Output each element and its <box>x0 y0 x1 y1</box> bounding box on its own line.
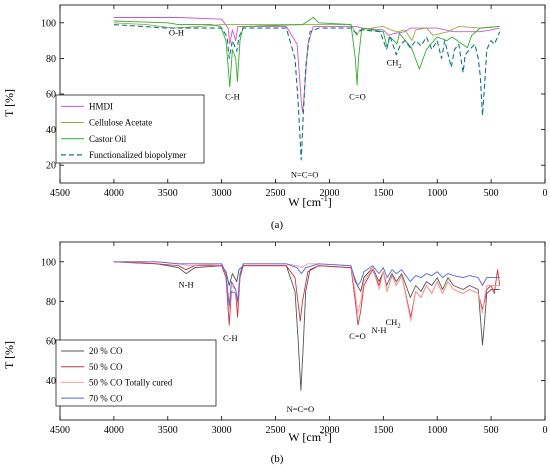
legend-label: 20 % CO <box>89 346 123 356</box>
y-axis-label: T [%] <box>2 341 16 369</box>
series-line-3 <box>113 261 500 306</box>
x-axis-label: W [cm-1] <box>288 194 331 209</box>
peak-annotation: N=C=O <box>291 170 319 180</box>
legend: 20 % CO 50 % CO 50 % CO Totally cured 70 % … <box>55 339 217 407</box>
x-tick-label: 1000 <box>427 425 447 436</box>
peak-annotation: C-H <box>223 333 238 343</box>
x-tick-label: 1500 <box>373 425 393 436</box>
legend-label: 70 % CO <box>89 393 123 403</box>
y-tick-label: 40 <box>46 376 56 387</box>
legend-label: 50 % CO Totally cured <box>89 378 173 388</box>
x-tick-label: 2000 <box>319 188 339 199</box>
x-tick-label: 3000 <box>212 188 232 199</box>
y-tick-label: 60 <box>46 336 56 347</box>
peak-annotation: N-H <box>179 279 194 289</box>
y-tick-label: 80 <box>46 297 56 308</box>
y-tick-label: 40 <box>46 125 56 136</box>
x-tick-label: 3000 <box>212 425 232 436</box>
peak-annotation: C=O <box>349 91 366 101</box>
chart-panel-a: 4500 4000 3500 3000 2500 2000 1500 1000 500 0 20 40… <box>2 4 548 231</box>
x-tick-label: 0 <box>543 425 548 436</box>
series-line-3 <box>113 24 501 161</box>
series-line-0 <box>113 261 500 391</box>
plot-frame <box>59 241 546 421</box>
x-tick-label: 3500 <box>158 425 178 436</box>
series-line-2 <box>113 261 500 322</box>
peak-annotation: O-H <box>169 27 184 37</box>
peak-annotation: C-H <box>225 91 240 101</box>
legend-label: Castor Oil <box>89 134 127 144</box>
legend-label: Functionalized biopolymer <box>89 150 186 160</box>
panel-label: (b) <box>271 453 284 465</box>
y-tick-label: 80 <box>46 54 56 65</box>
legend-label: HMDI <box>89 102 113 112</box>
x-tick-label: 2000 <box>319 425 339 436</box>
peak-annotation: CH2 <box>387 58 402 71</box>
legend-box <box>55 339 217 407</box>
y-tick-label: 60 <box>46 90 56 101</box>
y-tick-label: 100 <box>41 18 56 29</box>
x-tick-label: 1500 <box>373 188 393 199</box>
x-tick-label: 4000 <box>104 425 124 436</box>
series-line-0 <box>113 17 500 113</box>
x-tick-label: 2500 <box>266 188 286 199</box>
legend-label: 50 % CO <box>89 362 123 372</box>
x-tick-label: 4000 <box>104 188 124 199</box>
legend-box <box>55 94 205 164</box>
panel-label: (a) <box>271 219 284 231</box>
y-axis-label: T [%] <box>2 89 16 117</box>
x-tick-label: 0 <box>543 188 548 199</box>
peak-annotation: CH2 <box>386 317 401 330</box>
series-line-1 <box>113 261 501 326</box>
x-tick-label: 4500 <box>50 425 70 436</box>
peak-annotation: N=C=O <box>287 404 315 414</box>
y-tick-label: 100 <box>41 257 56 268</box>
peak-annotation: C=O <box>349 331 366 341</box>
x-tick-label: 500 <box>484 188 499 199</box>
x-tick-label: 2500 <box>266 425 286 436</box>
series-line-1 <box>113 22 500 42</box>
x-tick-label: 1000 <box>427 188 447 199</box>
x-tick-label: 3500 <box>158 188 178 199</box>
x-axis-label: W [cm-1] <box>288 429 331 444</box>
x-tick-label: 4500 <box>50 188 70 199</box>
x-tick-label: 500 <box>484 425 499 436</box>
legend: HMDI Cellulose Acetate Castor Oil Functiona… <box>55 94 205 164</box>
peak-annotation: N-H <box>371 325 386 335</box>
chart-panel-b: 4500 4000 3500 3000 2500 2000 1500 1000 500 0 40 60… <box>2 241 548 465</box>
legend-label: Cellulose Acetate <box>89 118 152 128</box>
series-line-2 <box>113 17 500 88</box>
y-tick-label: 20 <box>46 161 56 172</box>
